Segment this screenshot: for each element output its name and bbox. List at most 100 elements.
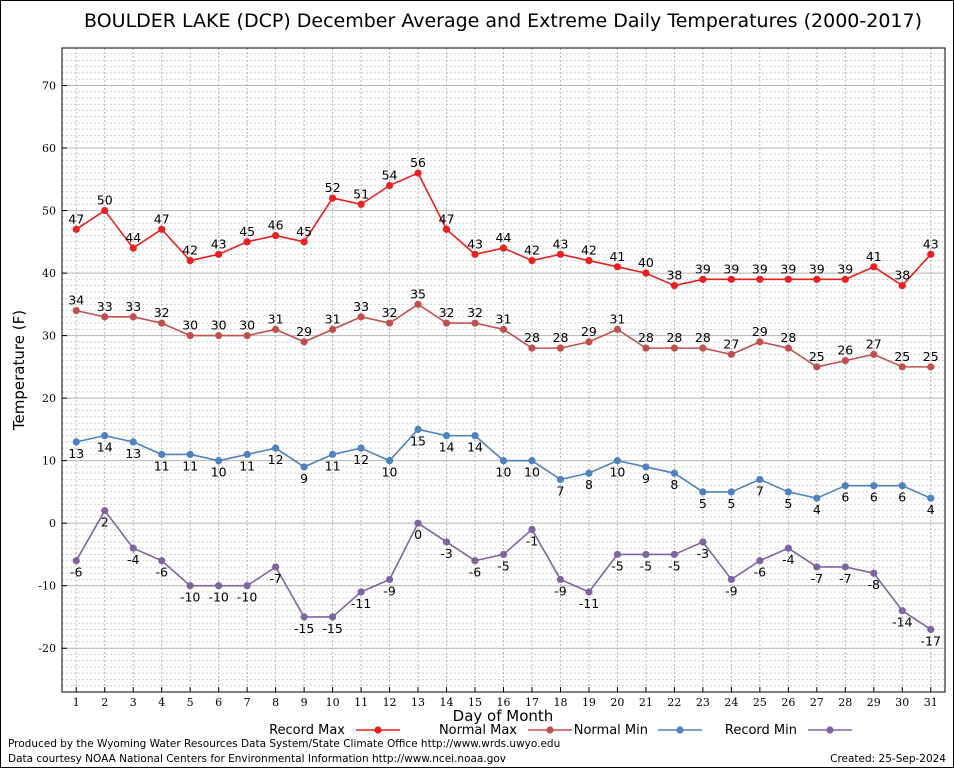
normal-min-point: [870, 482, 878, 490]
normal-max-data-label: 25: [894, 349, 910, 364]
record-max-data-label: 39: [723, 261, 739, 276]
normal-min-data-label: 11: [182, 458, 198, 473]
record-min-data-label: -5: [611, 558, 623, 573]
normal-max-data-label: 28: [780, 330, 796, 345]
record-max-point: [471, 250, 479, 258]
legend-label: Normal Min: [574, 723, 648, 738]
normal-min-point: [414, 425, 422, 433]
normal-max-data-label: 32: [467, 305, 483, 320]
record-max-point: [414, 169, 422, 177]
normal-max-data-label: 35: [410, 286, 426, 301]
record-max-data-label: 50: [97, 193, 113, 208]
record-min-data-label: -4: [782, 552, 795, 567]
normal-max-data-label: 29: [581, 324, 597, 339]
normal-min-point: [186, 450, 194, 459]
record-min-point: [756, 557, 764, 565]
normal-min-point: [613, 457, 622, 465]
normal-min-data-label: 12: [268, 452, 284, 467]
normal-max-point: [471, 319, 479, 327]
normal-max-data-label: 34: [68, 293, 84, 308]
record-max-point: [158, 225, 166, 233]
normal-max-point: [442, 319, 451, 327]
legend-item-normal-min: Normal Min: [574, 723, 702, 738]
record-min-point: [727, 575, 735, 584]
record-max-data-label: 47: [68, 211, 84, 226]
normal-min-data-label: 14: [97, 440, 113, 455]
record-max-data-label: 39: [752, 261, 768, 276]
record-min-data-label: 2: [101, 515, 109, 530]
normal-max-data-label: 29: [752, 324, 768, 339]
y-axis: -20 -10 0 10 20 30 40 50 60 70: [38, 80, 67, 655]
x-tick-label: 19: [582, 696, 596, 709]
record-min-data-label: -17: [921, 633, 941, 648]
x-tick-label: 16: [497, 696, 511, 709]
normal-min-point: [215, 457, 223, 465]
normal-max-data-label: 30: [182, 318, 198, 333]
record-max-point: [499, 244, 508, 252]
normal-min-point: [670, 469, 679, 477]
normal-max-data-label: 30: [211, 318, 227, 333]
normal-min-point: [129, 438, 137, 446]
normal-max-point: [243, 332, 251, 340]
normal-min-data-label: 4: [927, 502, 935, 517]
record-min-point: [699, 538, 707, 546]
record-max-data-label: 39: [809, 261, 825, 276]
x-tick-label: 23: [696, 696, 710, 709]
normal-max-point: [158, 319, 166, 327]
normal-min-point: [499, 457, 508, 465]
record-min-data-label: -4: [127, 552, 140, 567]
x-tick-label: 17: [525, 696, 539, 709]
normal-min-data-label: 8: [585, 477, 593, 492]
normal-min-point: [898, 482, 906, 490]
normal-max-point: [756, 338, 764, 346]
record-min-data-label: -6: [754, 565, 767, 580]
y-tick-label: 20: [42, 392, 56, 405]
record-min-data-label: -6: [70, 565, 83, 580]
record-min-data-label: -1: [526, 533, 538, 548]
normal-min-data-label: 10: [211, 465, 227, 480]
record-min-point: [613, 550, 622, 559]
x-tick-label: 14: [440, 696, 454, 709]
record-max-data-label: 54: [382, 168, 398, 183]
y-tick-label: -10: [38, 580, 56, 593]
legend-label: Normal Max: [439, 723, 517, 738]
record-max-data-label: 43: [467, 236, 483, 251]
record-min-data-label: -5: [640, 558, 652, 573]
normal-min-point: [642, 463, 650, 471]
record-min-point: [813, 563, 821, 571]
normal-min-point: [556, 475, 565, 484]
legend-swatch-marker: [374, 726, 382, 734]
normal-min-point: [813, 494, 821, 502]
normal-max-point: [727, 350, 735, 358]
legend-swatch-marker: [826, 726, 834, 734]
normal-min-point: [300, 463, 308, 471]
x-tick-label: 21: [639, 696, 653, 709]
record-min-data-label: -10: [208, 590, 228, 605]
record-min-data-label: -8: [868, 577, 881, 592]
normal-max-point: [272, 325, 280, 333]
y-tick-label: 50: [42, 205, 56, 218]
normal-max-data-label: 31: [325, 311, 341, 326]
record-max-data-label: 42: [182, 243, 198, 258]
record-min-point: [272, 563, 280, 571]
record-max-point: [585, 256, 593, 265]
record-min-data-label: -9: [554, 583, 567, 598]
record-min-point: [300, 613, 308, 621]
normal-min-point: [158, 450, 166, 459]
y-tick-label: 30: [42, 330, 56, 343]
record-max-point: [101, 206, 109, 215]
series-record-max: 47 50 44 47 42 43 45 46 45 52 51 54 56 47 43 44 42 43 42 41…: [68, 155, 939, 290]
record-max-point: [642, 269, 650, 277]
normal-max-data-label: 25: [923, 349, 939, 364]
record-min-point: [784, 544, 792, 552]
record-max-point: [613, 263, 622, 271]
record-max-point: [699, 275, 707, 283]
normal-max-point: [385, 319, 394, 327]
record-max-data-label: 45: [296, 224, 312, 239]
record-min-data-label: -6: [155, 565, 168, 580]
normal-min-point: [784, 488, 792, 496]
record-min-point: [442, 538, 451, 546]
normal-max-point: [642, 344, 650, 352]
normal-max-data-label: 32: [154, 305, 170, 320]
record-max-point: [328, 194, 337, 202]
